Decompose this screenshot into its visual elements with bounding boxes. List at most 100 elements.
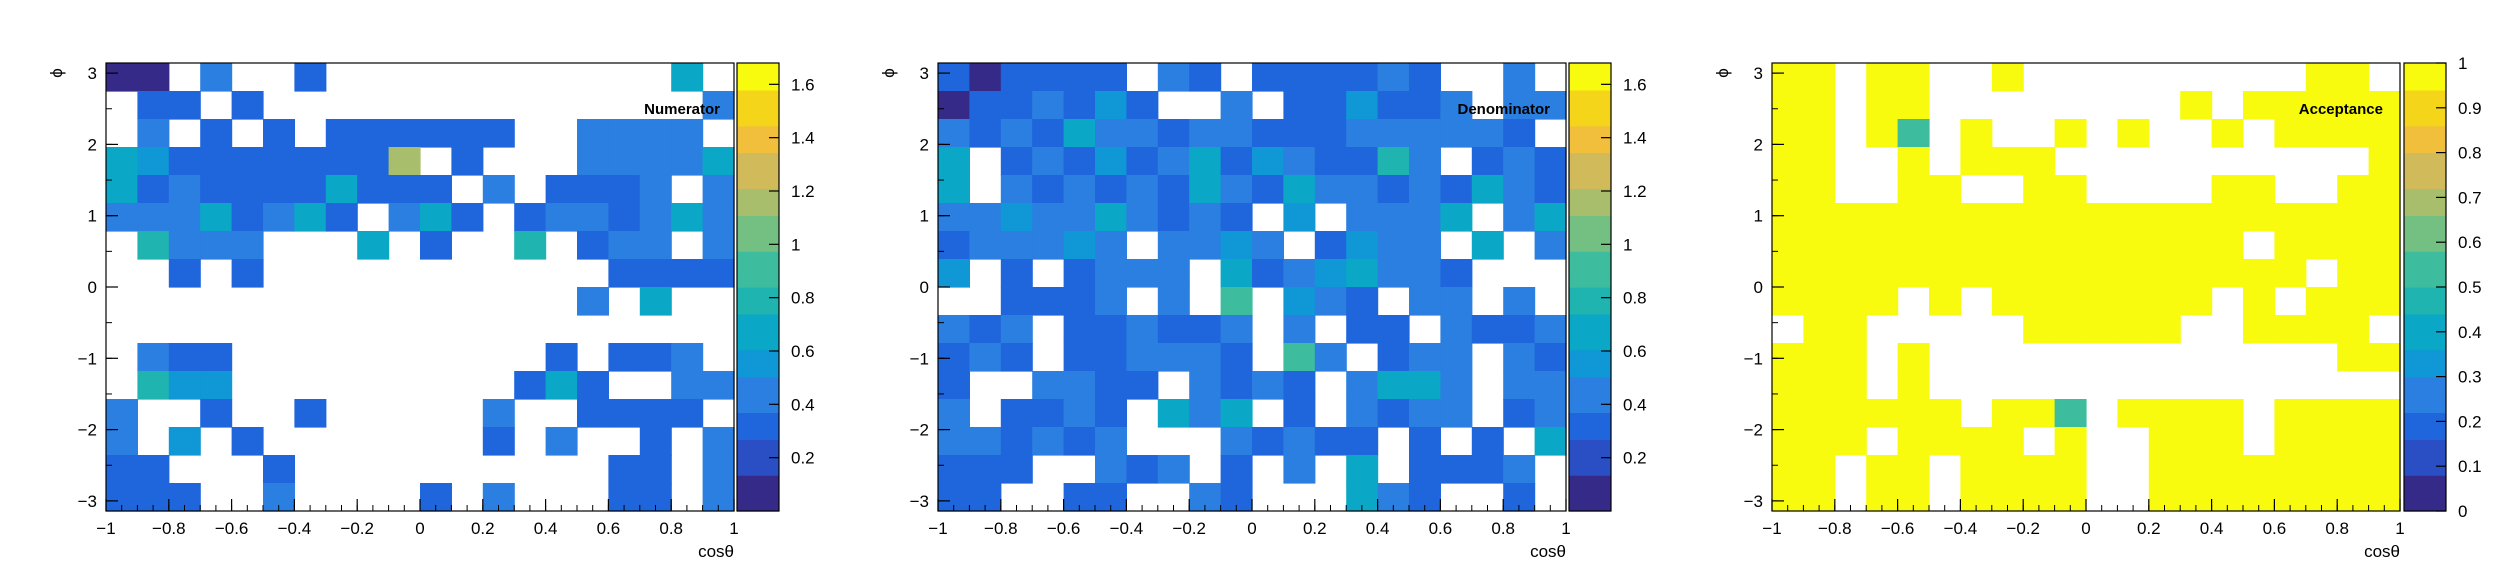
heatmap-bin [1772, 455, 1804, 484]
heatmap-bin [325, 203, 358, 232]
heatmap-bin [969, 91, 1002, 120]
heatmap-bin [2305, 231, 2338, 260]
heatmap-bin [1409, 231, 1441, 260]
color-scale-segment [737, 502, 779, 512]
heatmap-bin [1063, 147, 1096, 176]
heatmap-bin [2337, 63, 2370, 92]
y-tick-label: 2 [920, 135, 929, 154]
heatmap-bin [1897, 343, 1930, 372]
heatmap-bin [2054, 315, 2087, 344]
heatmap-bin [514, 371, 547, 400]
heatmap-bin [1095, 119, 1127, 148]
heatmap-bin [200, 147, 233, 176]
heatmap-bin [263, 203, 295, 232]
color-scale-segment [2404, 287, 2446, 297]
color-scale-segment [1569, 322, 1611, 333]
heatmap-bin [1283, 399, 1316, 428]
heatmap-bin [2148, 399, 2181, 428]
heatmap-bin [325, 175, 358, 204]
heatmap-bin [1346, 91, 1379, 120]
color-scale-segment [2404, 484, 2446, 494]
color-scale-segment [1569, 466, 1611, 476]
heatmap-bin [1503, 315, 1536, 344]
heatmap-bin [1897, 231, 1930, 260]
x-axis-title: cosθ [1530, 542, 1566, 561]
heatmap-bin [938, 147, 970, 176]
color-scale-segment [1569, 448, 1611, 458]
heatmap-bin [137, 231, 170, 260]
color-scale-segment [1569, 251, 1611, 261]
color-scale-segment [737, 143, 779, 154]
heatmap-bin [1032, 119, 1065, 148]
color-scale-segment [737, 466, 779, 476]
color-scale-segment [1569, 304, 1611, 315]
color-scale-segment [2404, 107, 2446, 118]
color-scale-segment [1569, 161, 1611, 172]
heatmap-bin [2243, 203, 2275, 232]
heatmap-bin [2148, 231, 2181, 260]
heatmap-bin [1834, 203, 1867, 232]
color-scale-segment [1569, 98, 1611, 109]
heatmap-bin [1126, 315, 1159, 344]
heatmap-bin [639, 399, 672, 428]
color-scale-segment [737, 278, 779, 288]
x-tick-label: 1 [2395, 519, 2404, 538]
heatmap-bin [2337, 175, 2370, 204]
heatmap-bin [1534, 231, 1567, 260]
x-tick-label: 0.8 [2325, 519, 2349, 538]
heatmap-bin [2305, 287, 2338, 316]
heatmap-bin [938, 371, 970, 400]
heatmap-bin [1189, 63, 1222, 92]
heatmap-bin [1220, 147, 1253, 176]
x-tick-label: 0 [2081, 519, 2090, 538]
color-scale-segment [737, 403, 779, 414]
heatmap-bin [137, 343, 170, 372]
heatmap-bin [1409, 259, 1441, 288]
heatmap-bin [1503, 63, 1536, 92]
color-scale-segment [1569, 484, 1611, 494]
heatmap-bin [702, 371, 735, 400]
heatmap-bin [1991, 399, 2024, 428]
color-scale-segment [1569, 493, 1611, 503]
heatmap-bin [1283, 343, 1316, 372]
heatmap-bin [938, 175, 970, 204]
panel-denominator: −1 −0.8 −0.6 −0.4 −0.2 0 0.2 0.4 0.6 0.8 1 −3 −2 −1 0 1… [879, 62, 1647, 561]
heatmap-bin [1220, 203, 1253, 232]
x-axis-title: cosθ [698, 542, 734, 561]
z-tick-label: 0.1 [2458, 457, 2482, 476]
heatmap-bin [325, 119, 358, 148]
z-tick-label: 1.4 [1623, 129, 1647, 148]
heatmap-bin [545, 343, 578, 372]
heatmap-bin [1929, 399, 1961, 428]
color-scale-segment [1569, 134, 1611, 145]
heatmap-bin [577, 175, 609, 204]
z-tick-label: 0.8 [791, 289, 815, 308]
heatmap-bin [1252, 371, 1284, 400]
heatmap-bin [608, 119, 641, 148]
color-scale-segment [1569, 233, 1611, 243]
x-tick-label: −0.6 [1881, 519, 1915, 538]
heatmap-bin [1772, 203, 1804, 232]
heatmap-bin [200, 231, 233, 260]
heatmap-bin [2243, 287, 2275, 316]
heatmap-bin [1866, 63, 1899, 92]
heatmap-bin [168, 203, 201, 232]
heatmap-bin [2023, 231, 2056, 260]
z-tick-label: 0.4 [2458, 323, 2482, 342]
heatmap-bin [2023, 315, 2056, 344]
x-tick-label: −0.4 [1110, 519, 1144, 538]
heatmap-bin [2054, 203, 2087, 232]
heatmap-bin [137, 203, 170, 232]
heatmap-bin [231, 175, 264, 204]
heatmap-bin [1803, 203, 1836, 232]
heatmap-bin [231, 231, 264, 260]
heatmap-bin [1897, 455, 1930, 484]
heatmap-bin [2086, 203, 2118, 232]
heatmap-bin [2368, 343, 2401, 372]
y-axis-title: ϕ [879, 68, 898, 78]
heatmap-bin [1220, 231, 1253, 260]
color-scale-segment [2404, 134, 2446, 145]
heatmap-bin [1534, 175, 1567, 204]
heatmap-bin [1440, 315, 1473, 344]
